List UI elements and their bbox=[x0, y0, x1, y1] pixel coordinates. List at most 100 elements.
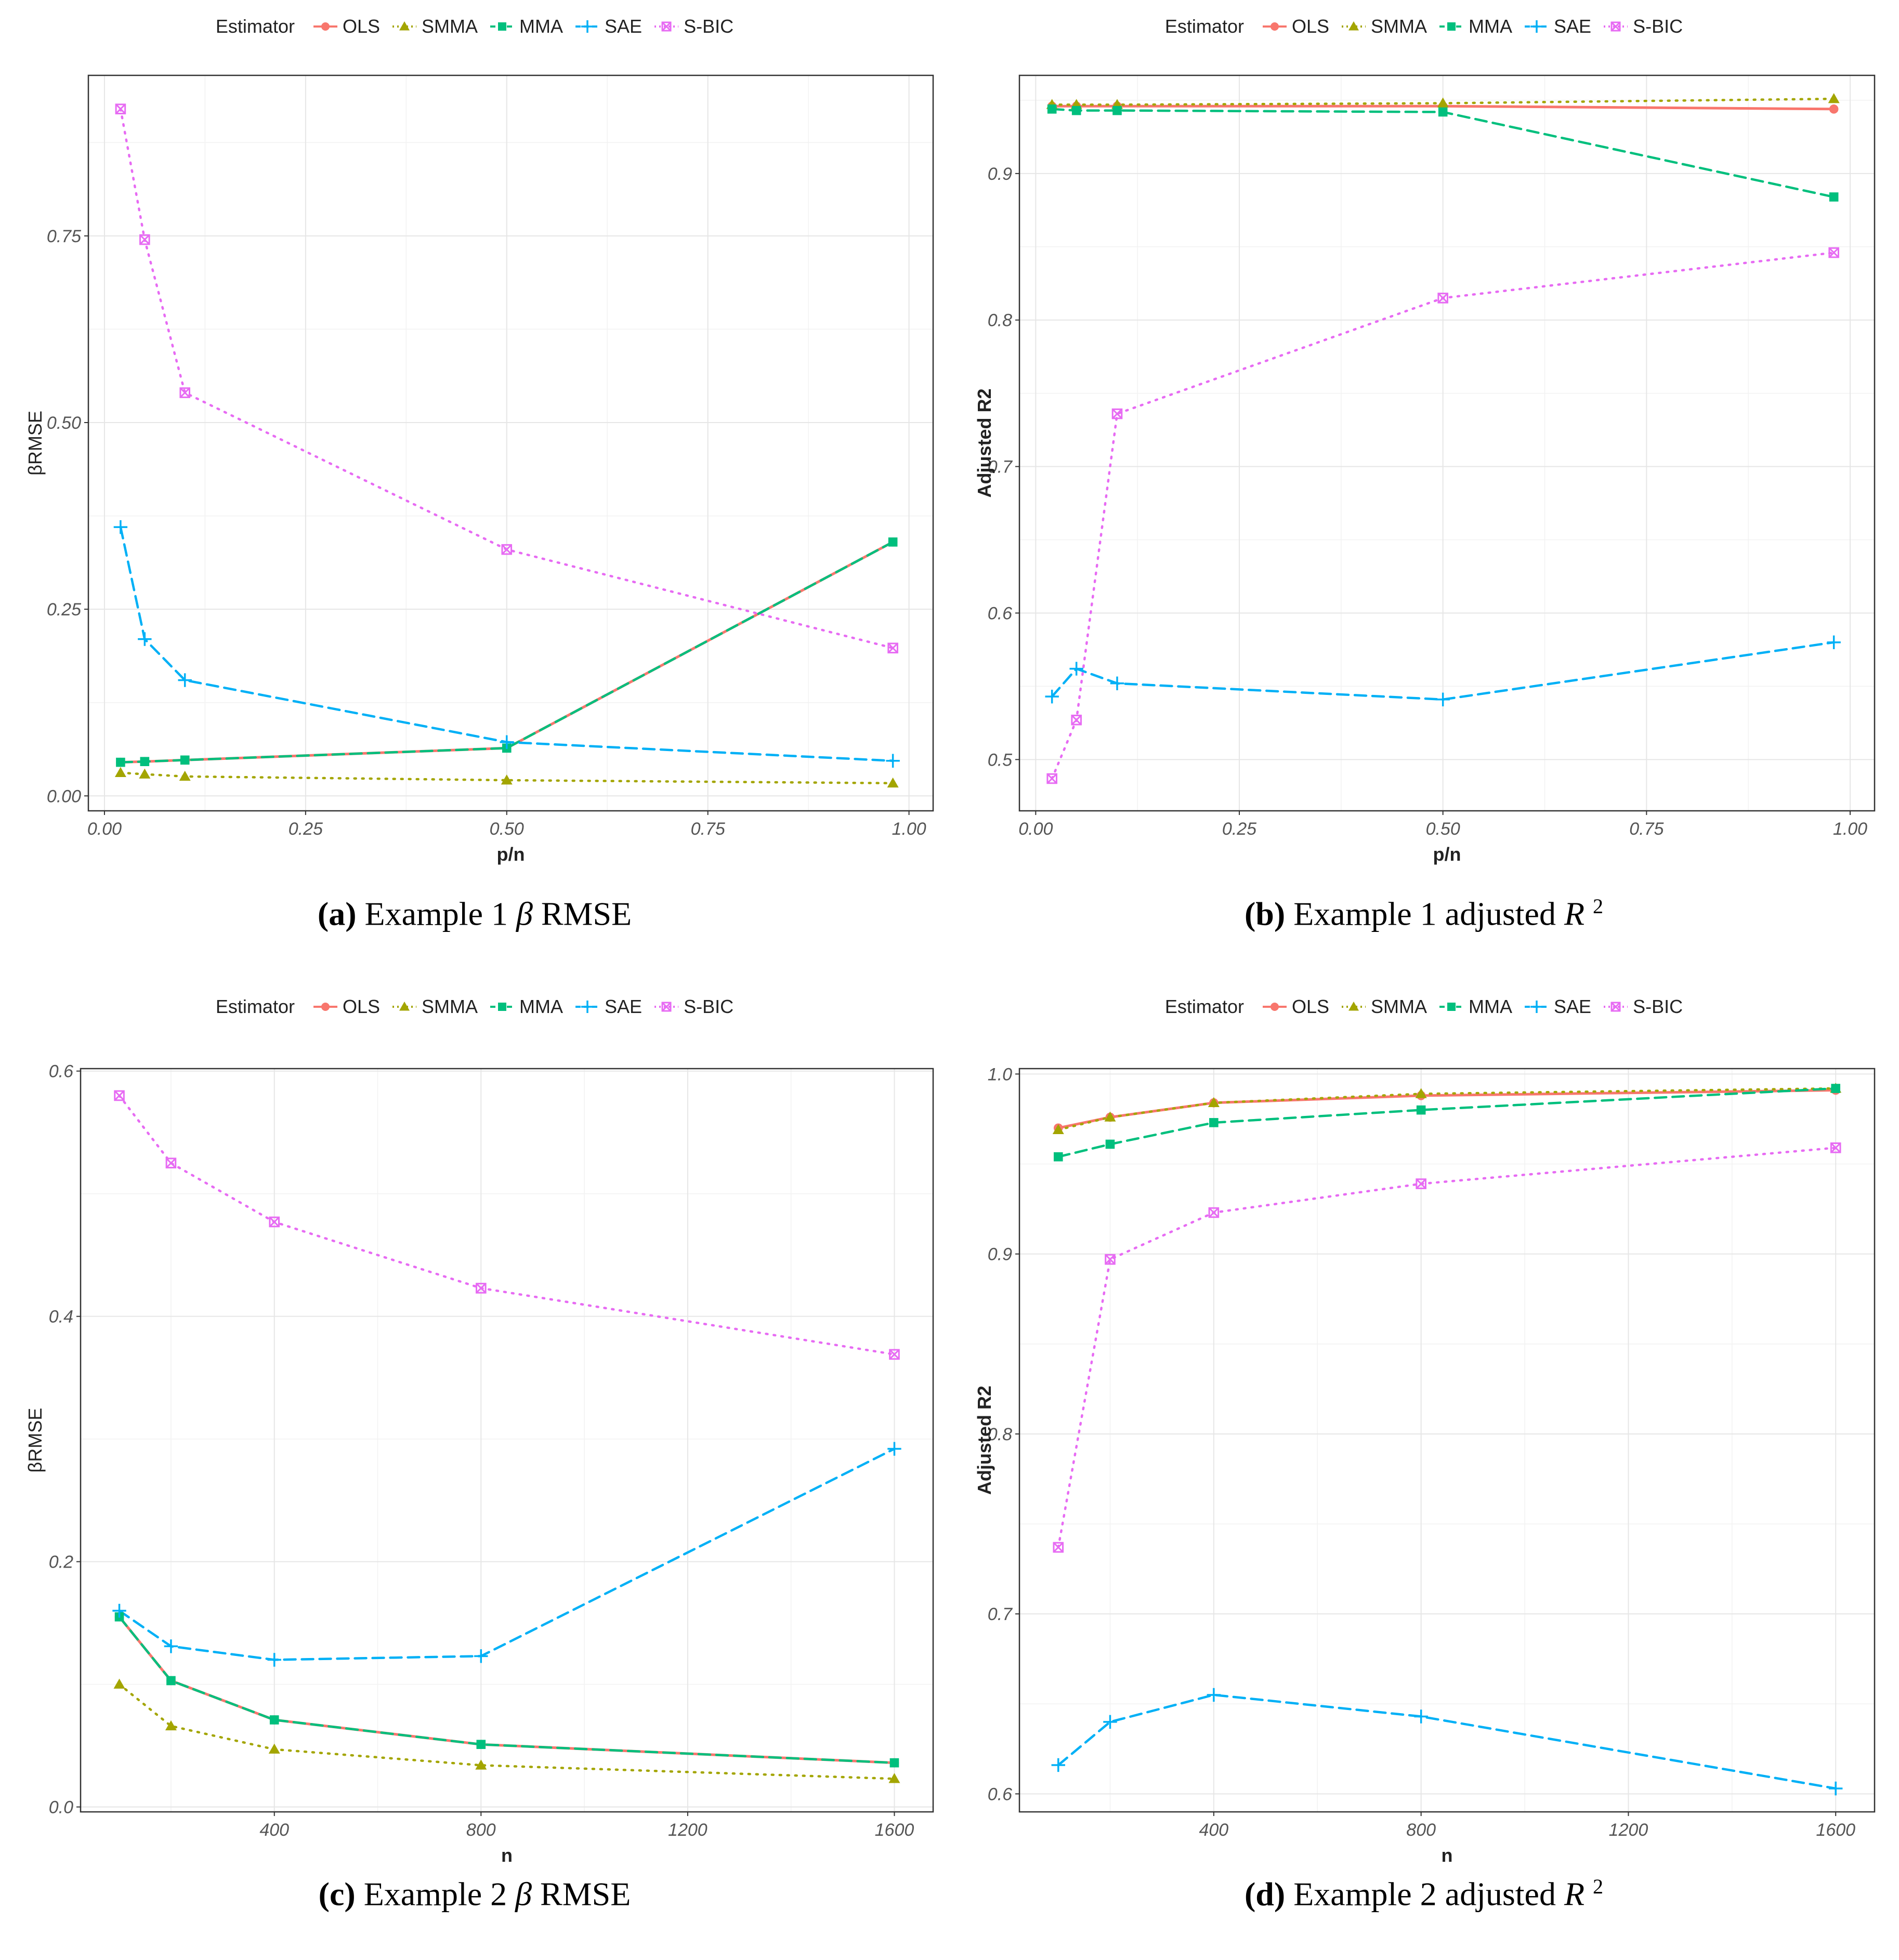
caption-text: Example 1 bbox=[364, 895, 508, 932]
data-point-sae bbox=[1829, 1781, 1843, 1796]
legend-key-marker bbox=[1348, 1002, 1359, 1011]
legend-key bbox=[1604, 1002, 1628, 1012]
data-point-s-bic bbox=[476, 1283, 487, 1294]
legend-key-marker bbox=[399, 1002, 410, 1011]
series-line-s-bic bbox=[118, 1094, 896, 1356]
data-point-s-bic bbox=[1828, 247, 1839, 258]
x-tick-label: 0.50 bbox=[1426, 819, 1460, 839]
legend-label: OLS bbox=[1291, 996, 1330, 1017]
y-tick-label: 0.50 bbox=[47, 413, 81, 433]
x-axis-label: p/n bbox=[497, 844, 525, 865]
data-point-sae bbox=[1110, 676, 1124, 690]
y-axis-label: Adjusted R2 bbox=[974, 388, 995, 497]
legend-key bbox=[575, 1001, 600, 1013]
panel-border bbox=[80, 1068, 934, 1813]
data-point-smma bbox=[501, 774, 513, 785]
x-tick-label: 0.75 bbox=[1629, 819, 1664, 839]
legend-item-mma: MMA bbox=[489, 16, 563, 37]
legend-key bbox=[654, 1002, 679, 1012]
legend-item-sbic: S-BIC bbox=[1603, 16, 1683, 37]
series-line-sae bbox=[1057, 1693, 1837, 1790]
legend-label: OLS bbox=[1291, 16, 1330, 37]
legend-key bbox=[392, 1002, 417, 1011]
y-axis-label: Adjusted R2 bbox=[974, 1386, 995, 1495]
y-tick-label: 0.6 bbox=[988, 603, 1012, 623]
legend-key bbox=[392, 21, 417, 31]
data-point-sae bbox=[1414, 1709, 1428, 1724]
legend-label: SAE bbox=[605, 16, 643, 37]
legend-label: SMMA bbox=[1371, 996, 1427, 1017]
series-line-mma bbox=[1057, 1087, 1837, 1158]
caption-tag: (a) bbox=[317, 895, 357, 932]
data-point-smma bbox=[1052, 1124, 1064, 1134]
legend-key bbox=[313, 22, 337, 31]
x-tick-label: 0.75 bbox=[691, 819, 725, 839]
data-point-s-bic bbox=[269, 1216, 280, 1228]
y-tick-label: 0.7 bbox=[988, 1604, 1013, 1624]
y-tick-label: 0.8 bbox=[988, 1425, 1012, 1444]
y-tick-label: 0.9 bbox=[988, 164, 1012, 184]
legend-item-sae: SAE bbox=[1524, 996, 1591, 1018]
data-point-ols bbox=[1829, 104, 1839, 114]
data-point-s-bic bbox=[1208, 1207, 1220, 1218]
legend-title: Estimator bbox=[215, 996, 295, 1017]
caption-text-post: RMSE bbox=[540, 1875, 631, 1913]
legend: Estimator OLS SMMA MMA SAE S-BIC bbox=[949, 16, 1898, 37]
caption-math: β bbox=[516, 895, 533, 932]
legend-item-mma: MMA bbox=[489, 996, 563, 1018]
legend-label: S-BIC bbox=[684, 996, 734, 1017]
y-tick-label: 0.9 bbox=[988, 1245, 1012, 1265]
legend-item-ols: OLS bbox=[312, 996, 380, 1018]
data-point-smma bbox=[165, 1720, 177, 1731]
series-line-smma bbox=[118, 1683, 896, 1780]
data-point-mma bbox=[1105, 1139, 1115, 1149]
plot-area: 0.5 0.6 0.7 0.8 0.9 0.00 0.25 0.50 0.75 1.00 p/n Ad… bbox=[974, 74, 1876, 865]
data-point-s-bic bbox=[139, 234, 150, 245]
panel-border bbox=[87, 74, 934, 812]
legend-key-marker bbox=[498, 1003, 507, 1011]
series-line-sae bbox=[119, 525, 894, 762]
legend-key-marker bbox=[1610, 21, 1621, 32]
data-point-smma bbox=[1104, 1111, 1116, 1122]
legend-key-marker bbox=[1447, 1003, 1456, 1011]
x-axis-label: p/n bbox=[1433, 844, 1461, 865]
legend-label: S-BIC bbox=[684, 16, 734, 37]
data-point-mma bbox=[1209, 1118, 1219, 1127]
legend-title: Estimator bbox=[1164, 996, 1244, 1017]
data-point-sae bbox=[267, 1653, 281, 1667]
legend-key bbox=[1439, 1003, 1464, 1011]
legend-key-marker bbox=[1610, 1002, 1621, 1012]
legend-key-marker bbox=[1270, 22, 1279, 31]
data-point-s-bic bbox=[501, 544, 513, 555]
data-point-mma bbox=[1053, 1152, 1063, 1162]
data-point-smma bbox=[475, 1759, 487, 1770]
x-tick-label: 0.00 bbox=[87, 819, 122, 839]
legend-item-smma: SMMA bbox=[1341, 996, 1427, 1018]
data-point-smma bbox=[139, 768, 151, 779]
data-point-mma bbox=[1831, 1084, 1841, 1093]
data-point-smma bbox=[888, 1773, 900, 1783]
caption-tag: (b) bbox=[1244, 895, 1286, 932]
legend-key bbox=[1262, 22, 1287, 31]
legend-key bbox=[1525, 1001, 1549, 1013]
y-tick-label: 0.25 bbox=[47, 600, 81, 620]
data-point-sae bbox=[164, 1639, 178, 1653]
legend-label: SAE bbox=[1554, 16, 1592, 37]
legend-label: SAE bbox=[1554, 996, 1592, 1017]
chart-panel-b: Estimator OLS SMMA MMA SAE S-BIC 0.5 0.6 0… bbox=[949, 0, 1898, 980]
x-tick-label: 0.25 bbox=[1222, 819, 1256, 839]
x-axis-label: n bbox=[501, 1845, 513, 1866]
legend-key-marker bbox=[498, 22, 507, 31]
legend-label: MMA bbox=[519, 16, 564, 37]
legend-key bbox=[1604, 21, 1628, 32]
legend-key bbox=[490, 22, 515, 31]
legend-item-sae: SAE bbox=[574, 996, 642, 1018]
x-tick-label: 1.00 bbox=[892, 819, 926, 839]
legend-label: SAE bbox=[605, 996, 643, 1017]
data-point-mma bbox=[476, 1740, 486, 1749]
legend-key-marker bbox=[581, 1001, 594, 1013]
legend-item-smma: SMMA bbox=[391, 996, 478, 1018]
y-tick-label: 0.2 bbox=[49, 1553, 73, 1572]
legend-label: MMA bbox=[1469, 16, 1513, 37]
data-point-smma bbox=[1437, 97, 1449, 108]
